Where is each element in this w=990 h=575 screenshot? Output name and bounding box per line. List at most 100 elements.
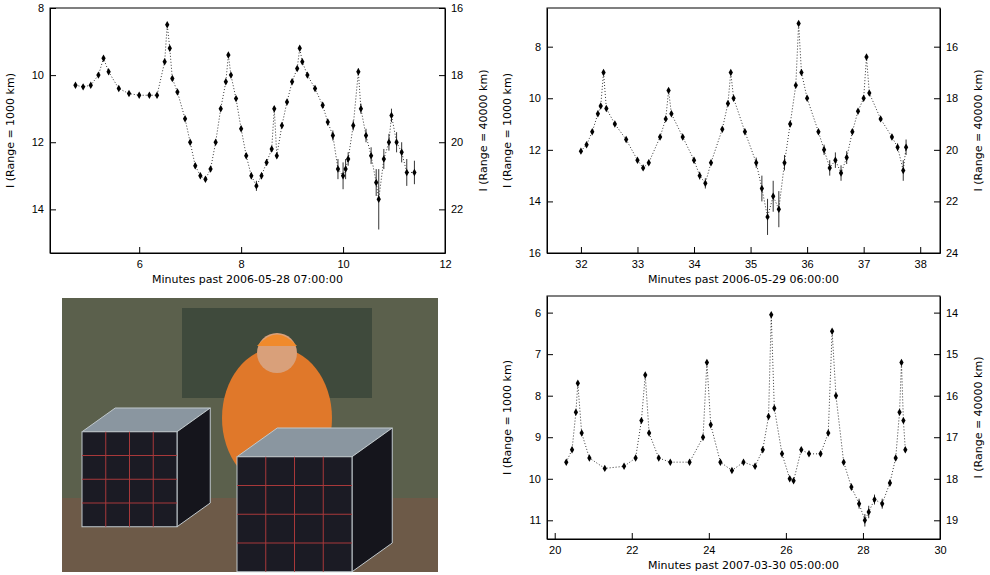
data-point [780,450,784,457]
data-layer [579,20,908,235]
data-point [647,159,651,166]
data-point [769,311,773,318]
photo-head [257,333,297,373]
tick-mark [934,201,940,202]
data-point [890,133,894,140]
data-point [635,156,639,163]
tick-mark [934,98,940,99]
y-axis-title: I (Range = 1000 km) [501,360,514,475]
data-point [822,146,826,153]
tick-label: 18 [451,69,463,81]
tick-label: 16 [451,2,463,14]
tick-label: 30 [934,544,946,556]
data-point [356,68,360,75]
axis-line [940,9,941,254]
tick: 14 [529,195,553,207]
axis: 810121416 [529,9,553,260]
x-axis-title: Minutes past 2006-05-28 07:00:00 [152,273,343,286]
axis-line [445,9,446,254]
data-point [175,88,179,95]
tick-label: 17 [946,431,958,443]
tick: 8 [535,41,553,53]
data-point [170,75,174,82]
tick-label: 12 [32,136,44,148]
tick-label: 18 [946,92,958,104]
tick: 15 [934,348,958,360]
photo-cube-grid [82,479,177,480]
tick-mark [50,8,56,9]
photo-cube-side [177,408,210,527]
data-point [336,165,340,172]
tick: 37 [858,247,870,270]
plot-frame [547,296,940,539]
data-point [351,122,355,129]
data-point [818,450,822,457]
data-point [903,446,907,453]
data-point [219,105,223,112]
tick: 35 [745,247,757,270]
data-point [96,71,100,78]
data-point [772,404,776,411]
tick-mark [934,396,940,397]
data-point [155,92,159,99]
data-point [901,417,905,424]
data-point [341,172,345,179]
tick-mark [547,437,553,438]
data-point [280,122,284,129]
tick-mark [863,533,864,539]
data-point [264,159,268,166]
data-point [377,196,381,203]
data-point [579,147,583,154]
data-point [226,51,230,58]
data-point [285,98,289,105]
tick-mark [139,247,140,253]
photo-cube [237,428,392,572]
photo-cube-grid [237,514,352,515]
data-point [807,450,811,457]
photo-cube-front [82,432,177,527]
tick-label: 28 [857,544,869,556]
data-point [127,90,131,97]
tick-label: 20 [451,136,463,148]
data-point [412,169,416,176]
data-point [753,463,757,470]
tick-mark [439,75,445,76]
axis: 67891011 [529,297,553,540]
tick-mark [786,533,787,539]
data-layer [73,21,416,229]
data-point [405,169,409,176]
data-point [729,69,733,76]
data-layer [564,311,907,527]
data-point [270,145,274,152]
data-point [862,95,866,102]
data-point [687,458,691,465]
data-line [75,25,414,200]
data-point [833,156,837,163]
data-point [641,164,645,171]
tick-mark [934,354,940,355]
plot-frame [50,8,445,253]
data-point [224,78,228,85]
tick-label: 14 [32,203,44,215]
tick-mark [439,8,445,9]
y2-axis-title: I (Range = 40000 km) [972,70,985,192]
tick-label: 8 [535,390,541,402]
data-point [183,115,187,122]
data-point [137,92,141,99]
tick-label: 8 [38,2,44,14]
tick-label: 33 [632,258,644,270]
axis-line [548,253,941,254]
data-point [364,132,368,139]
data-point [726,100,730,107]
data-point [168,45,172,52]
tick-mark [934,313,940,314]
tick-mark [547,313,553,314]
tick: 24 [934,247,958,259]
axis-line [50,9,51,254]
data-point [331,132,335,139]
tick: 6 [137,247,143,270]
tick: 14 [934,307,958,319]
data-point [894,454,898,461]
tick-label: 37 [858,258,870,270]
data-point [596,110,600,117]
